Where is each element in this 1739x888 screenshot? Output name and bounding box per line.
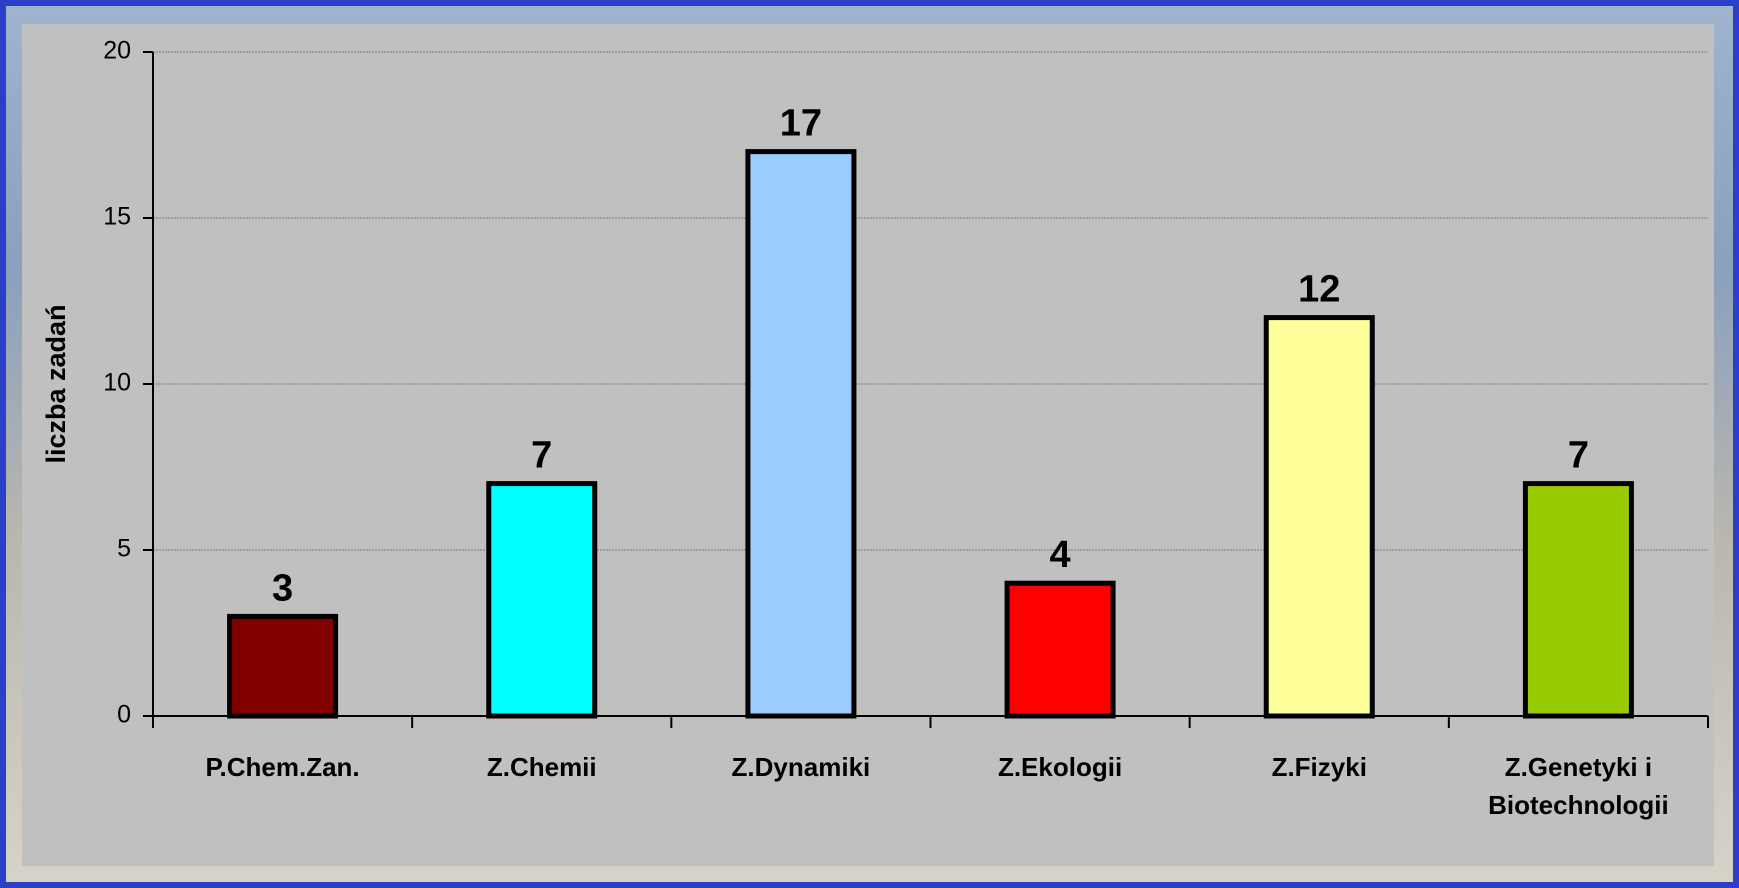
data-label: 7 xyxy=(531,435,552,477)
data-label: 17 xyxy=(780,103,822,145)
bar xyxy=(230,616,336,716)
bar xyxy=(1007,583,1113,716)
bar xyxy=(1266,318,1372,716)
y-tick-label: 5 xyxy=(117,535,131,563)
x-tick-label: Z.Chemii xyxy=(417,748,667,786)
y-tick-label: 15 xyxy=(103,203,131,231)
y-tick-label: 10 xyxy=(103,369,131,397)
x-tick-label: Z.Genetyki i Biotechnologii xyxy=(1453,748,1703,824)
y-tick-label: 0 xyxy=(117,701,131,729)
bar xyxy=(748,152,854,716)
bar xyxy=(489,484,595,716)
x-tick-label: Z.Ekologii xyxy=(935,748,1185,786)
y-tick-label: 20 xyxy=(103,37,131,65)
data-label: 7 xyxy=(1568,435,1589,477)
screen: liczba zadań 0 5 10 15 20 3 7 17 4 12 7 P.Chem.Zan… xyxy=(0,0,1739,888)
x-tick-label: P.Chem.Zan. xyxy=(158,748,408,786)
data-label: 3 xyxy=(272,567,293,609)
x-tick-label: Z.Fizyki xyxy=(1194,748,1444,786)
data-label: 4 xyxy=(1050,534,1071,576)
x-tick-label: Z.Dynamiki xyxy=(676,748,926,786)
bar xyxy=(1525,484,1631,716)
data-label: 12 xyxy=(1298,269,1340,311)
y-axis-label: liczba zadań xyxy=(41,304,71,463)
